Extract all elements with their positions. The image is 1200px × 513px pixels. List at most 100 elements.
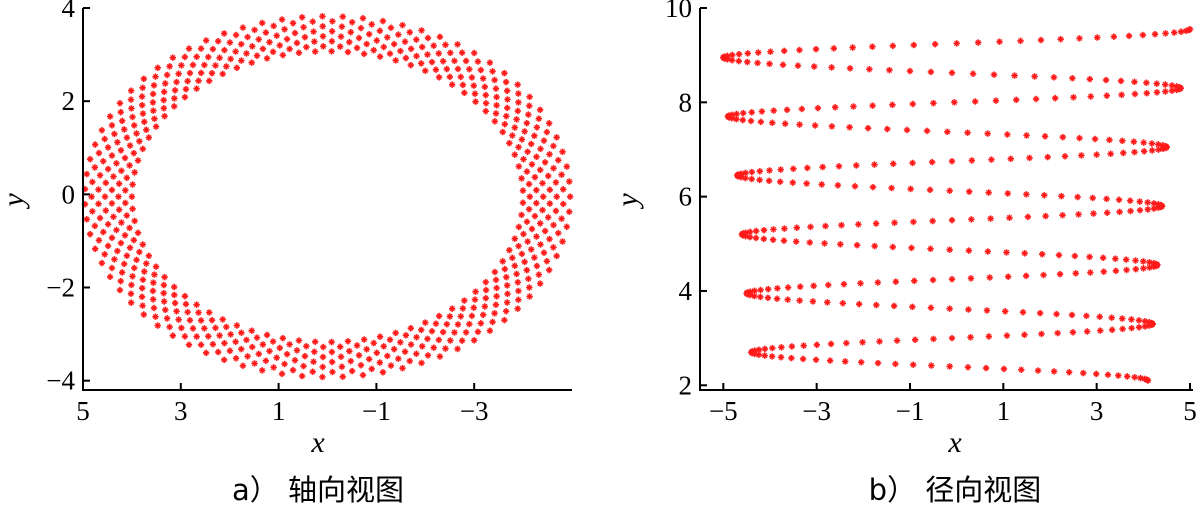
panel-a-x-tick-label: 5 xyxy=(76,396,90,426)
panel-a-point xyxy=(152,123,160,130)
panel-a-point xyxy=(319,33,327,40)
panel-a-point xyxy=(373,37,380,44)
panel-a-point xyxy=(130,150,138,157)
panel-a-point xyxy=(355,34,363,42)
panel-b-y-tick-label: 10 xyxy=(665,0,692,23)
panel-b-point xyxy=(1141,318,1149,325)
panel-b-y-tick-label: 8 xyxy=(679,87,693,117)
panel-a-point xyxy=(262,29,270,36)
panel-a-point xyxy=(489,68,496,75)
panel-a-point xyxy=(526,93,533,101)
panel-a-point xyxy=(173,308,180,315)
panel-a-point xyxy=(531,254,538,261)
panel-a-point xyxy=(160,88,168,96)
panel-a-point xyxy=(528,140,535,148)
panel-b-point xyxy=(858,359,865,366)
panel-a-point xyxy=(303,343,310,350)
panel-a-point xyxy=(390,346,398,353)
panel-b-point xyxy=(834,182,842,189)
panel-a-y-tick-label: 0 xyxy=(62,179,76,209)
panel-a-point xyxy=(443,65,451,73)
panel-a-point xyxy=(154,322,161,329)
panel-a-point xyxy=(489,318,496,326)
panel-b-point xyxy=(903,126,911,134)
panel-a-point xyxy=(553,193,560,200)
panel-b-x-label: x xyxy=(947,426,962,459)
panel-a-point xyxy=(152,313,159,320)
panel-b-point xyxy=(984,130,991,137)
panel-a-point xyxy=(531,132,538,139)
panel-b-point xyxy=(777,166,784,173)
panel-a-point xyxy=(491,268,499,276)
panel-b-point xyxy=(843,339,850,347)
panel-b-point xyxy=(1137,374,1144,382)
panel-a-point xyxy=(320,43,327,50)
panel-b-point xyxy=(1089,194,1096,202)
panel-a-point xyxy=(171,299,179,307)
panel-b-point xyxy=(1061,153,1069,160)
panel-b-point xyxy=(929,217,936,225)
panel-b-point xyxy=(1076,134,1083,142)
panel-a-point xyxy=(402,332,410,339)
panel-b-point xyxy=(1151,31,1159,38)
panel-b-point xyxy=(873,301,880,309)
panel-a-y-tick-label: −4 xyxy=(46,366,75,396)
panel-a-point xyxy=(319,363,326,371)
panel-b-point xyxy=(1118,91,1125,99)
panel-b-point xyxy=(788,343,796,350)
panel-a-point xyxy=(223,323,230,331)
panel-b-point xyxy=(874,279,882,286)
panel-b-point xyxy=(1125,32,1133,40)
panel-a-point xyxy=(493,293,500,300)
panel-a-point xyxy=(184,308,191,316)
panel-a-x-tick-label: −3 xyxy=(460,396,489,426)
panel-b-point xyxy=(927,68,935,76)
panel-a-point xyxy=(255,36,262,43)
panel-a-point xyxy=(140,75,148,83)
panel-a-point xyxy=(458,337,466,344)
panel-a-point xyxy=(244,353,251,360)
panel-b-point xyxy=(964,364,972,371)
panel-b-point xyxy=(796,46,803,54)
panel-a-point xyxy=(134,229,142,237)
panel-b-point xyxy=(1108,326,1116,334)
panel-a-point xyxy=(566,193,574,200)
panel-b-point xyxy=(769,344,776,352)
panel-b-point xyxy=(866,66,873,73)
panel-b-point xyxy=(1150,200,1158,207)
panel-a-point xyxy=(310,358,317,365)
panel-a-point xyxy=(185,45,193,52)
panel-a-point xyxy=(301,352,309,360)
panel-a-point xyxy=(550,165,557,172)
panel-a-point xyxy=(368,365,375,373)
panel-a-point xyxy=(514,279,522,286)
panel-a-point xyxy=(521,258,528,266)
panel-a-point xyxy=(181,53,189,61)
panel-b-point xyxy=(758,108,766,115)
panel-a-y-ticks: 4 2 0 −2 −4 xyxy=(46,0,90,396)
panel-b-point xyxy=(757,286,764,294)
panel-a-point xyxy=(491,76,498,84)
panel-a-point xyxy=(239,362,247,369)
panel-a-point xyxy=(535,115,543,122)
panel-b-point xyxy=(1022,272,1030,280)
panel-a-point xyxy=(123,252,131,259)
panel-b-point xyxy=(890,302,898,310)
panel-a-point xyxy=(550,244,557,251)
panel-a-point xyxy=(504,104,511,112)
panel-b-x-ticks: −5 −3 −1 1 3 5 xyxy=(709,383,1197,426)
panel-a-point xyxy=(206,309,213,316)
panel-a-point xyxy=(149,90,157,98)
panel-a-point xyxy=(101,135,108,143)
panel-a-point xyxy=(129,113,136,121)
panel-b-point xyxy=(1087,269,1094,276)
panel-a-point xyxy=(278,16,286,23)
panel-a-point xyxy=(533,199,540,207)
panel-b-point xyxy=(992,97,1000,104)
panel-a-point xyxy=(151,115,158,122)
panel-a-point xyxy=(312,48,319,55)
panel-b-point xyxy=(1068,311,1076,319)
panel-b-point xyxy=(927,245,934,252)
panel-a-point xyxy=(117,108,124,116)
panel-b-point xyxy=(752,234,760,242)
